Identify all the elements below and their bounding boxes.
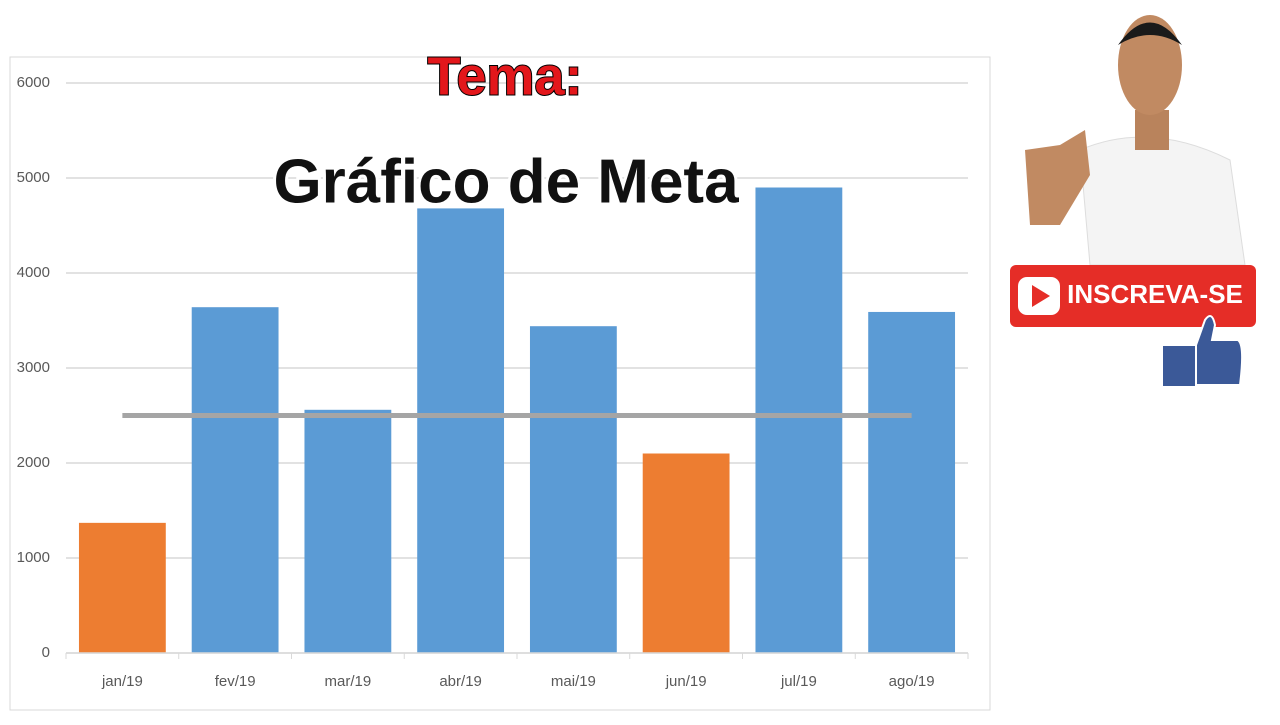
y-tick-label: 0	[42, 644, 50, 661]
bar	[304, 409, 392, 653]
presenter	[1025, 15, 1246, 266]
overlay-tema: Tema:	[427, 46, 582, 106]
x-tick-label: fev/19	[215, 673, 256, 690]
x-tick-label: jan/19	[101, 673, 143, 690]
x-tick-label: jun/19	[665, 673, 707, 690]
subscribe-button[interactable]: INSCREVA-SE	[1010, 265, 1256, 327]
x-tick-label: jul/19	[780, 673, 817, 690]
chart: 0 1000 2000 3000 4000 5000 6000 jan/19 fev/19 mar…	[17, 74, 969, 690]
y-tick-label: 4000	[17, 264, 50, 281]
subscribe-label: INSCREVA-SE	[1067, 279, 1243, 309]
bar	[417, 208, 505, 653]
y-tick-label: 3000	[17, 359, 50, 376]
bar	[78, 522, 166, 653]
x-tick-label: ago/19	[889, 673, 935, 690]
y-tick-label: 2000	[17, 454, 50, 471]
y-tick-label: 6000	[17, 74, 50, 91]
thumbs-up-icon	[1161, 315, 1244, 388]
overlay-subtitle: Gráfico de Meta	[273, 147, 739, 216]
y-tick-label: 5000	[17, 169, 50, 186]
bar	[755, 187, 843, 653]
bar	[642, 453, 730, 653]
x-tick-label: mar/19	[325, 673, 372, 690]
y-tick-label: 1000	[17, 549, 50, 566]
x-tick-label: mai/19	[551, 673, 596, 690]
bar	[191, 307, 279, 653]
bar	[529, 326, 617, 653]
bar	[868, 311, 956, 653]
x-tick-label: abr/19	[439, 673, 482, 690]
